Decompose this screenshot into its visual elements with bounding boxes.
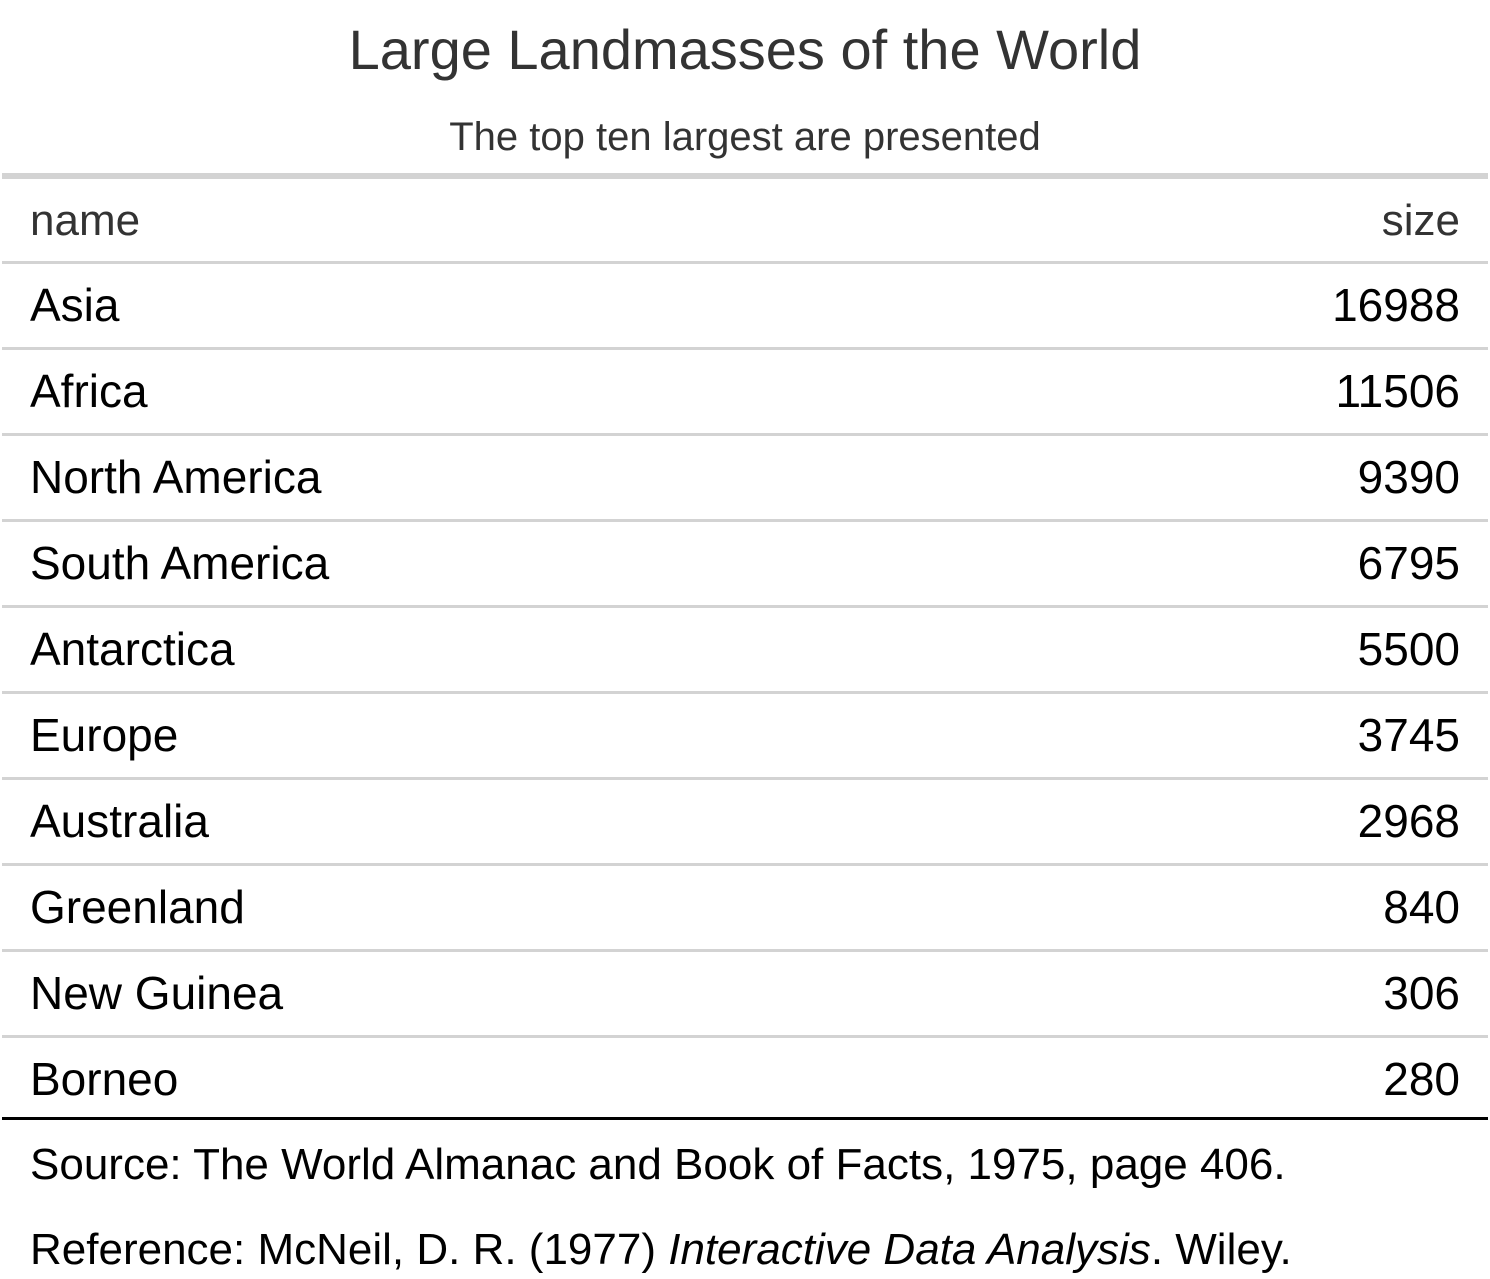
row-rule <box>2 863 1488 866</box>
table-row: Greenland 840 <box>2 866 1488 949</box>
cell-name: Borneo <box>30 1053 179 1105</box>
reference-prefix: Reference: McNeil, D. R. (1977) <box>30 1225 669 1274</box>
cell-size: 306 <box>1383 967 1460 1019</box>
table-title: Large Landmasses of the World <box>348 18 1142 81</box>
reference-title: Interactive Data Analysis <box>668 1225 1151 1274</box>
top-rule <box>2 173 1488 179</box>
row-rule <box>2 777 1488 780</box>
reference-suffix: . Wiley. <box>1150 1225 1292 1274</box>
table-row: South America 6795 <box>2 522 1488 605</box>
header-rule <box>2 261 1488 264</box>
table-row: North America 9390 <box>2 436 1488 519</box>
column-header-row: name size <box>2 179 1488 262</box>
row-rule <box>2 691 1488 694</box>
cell-name: South America <box>30 537 330 589</box>
cell-size: 9390 <box>1357 451 1460 503</box>
table-row: Australia 2968 <box>2 780 1488 863</box>
source-note: Source: The World Almanac and Book of Fa… <box>30 1140 1286 1189</box>
cell-size: 2968 <box>1357 795 1460 847</box>
cell-name: North America <box>30 451 322 503</box>
cell-size: 6795 <box>1357 537 1460 589</box>
cell-name: Australia <box>30 795 209 847</box>
table-row: Asia 16988 <box>2 264 1488 347</box>
row-rule <box>2 347 1488 350</box>
cell-size: 840 <box>1383 881 1460 933</box>
row-rule <box>2 433 1488 436</box>
row-rule <box>2 519 1488 522</box>
table-subtitle: The top ten largest are presented <box>449 115 1041 159</box>
row-rule <box>2 605 1488 608</box>
cell-size: 16988 <box>1332 279 1460 331</box>
cell-size: 11506 <box>1335 365 1460 417</box>
cell-size: 3745 <box>1357 709 1460 761</box>
table-row: Antarctica 5500 <box>2 608 1488 691</box>
cell-name: Europe <box>30 709 179 761</box>
cell-name: Africa <box>30 365 148 417</box>
cell-name: New Guinea <box>30 967 284 1019</box>
table-row: New Guinea 306 <box>2 952 1488 1035</box>
cell-size: 280 <box>1383 1053 1460 1105</box>
cell-name: Asia <box>30 279 120 331</box>
row-rule <box>2 949 1488 952</box>
column-header-size: size <box>1381 196 1460 245</box>
cell-name: Greenland <box>30 881 245 933</box>
table-row: Africa 11506 <box>2 350 1488 433</box>
bottom-rule <box>2 1117 1488 1120</box>
table-row: Borneo 280 <box>2 1038 1488 1121</box>
column-header-name: name <box>30 196 141 245</box>
cell-name: Antarctica <box>30 623 235 675</box>
reference-note: Reference: McNeil, D. R. (1977) Interact… <box>30 1222 1292 1278</box>
table-row: Europe 3745 <box>2 694 1488 777</box>
row-rule <box>2 1035 1488 1038</box>
cell-size: 5500 <box>1357 623 1460 675</box>
